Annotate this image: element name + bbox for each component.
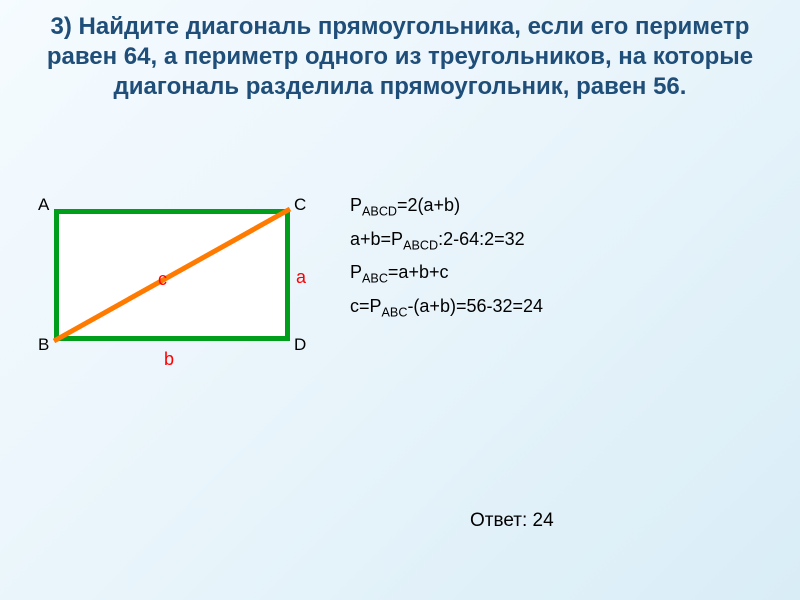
equations: PABCD=2(a+b) a+b=PABCD:2-64:2=32 PABC=a+… [350, 195, 760, 329]
slide: 3) Найдите диагональ прямоугольника, есл… [0, 0, 800, 600]
vertex-a: A [38, 195, 49, 215]
vertex-d: D [294, 335, 306, 355]
equation-2: a+b=PABCD:2-64:2=32 [350, 229, 760, 253]
vertex-b: B [38, 335, 49, 355]
vertex-c: C [294, 195, 306, 215]
answer-text: Ответ: 24 [470, 510, 554, 531]
diagonal-c-label: c [158, 269, 167, 290]
diagram: A B C D a b c [24, 185, 314, 385]
side-a-label: a [296, 267, 306, 288]
equation-1: PABCD=2(a+b) [350, 195, 760, 219]
equation-4: c=PABC-(a+b)=56-32=24 [350, 296, 760, 320]
problem-title: 3) Найдите диагональ прямоугольника, есл… [40, 12, 760, 102]
diagonal-line [54, 209, 290, 341]
problem-title-text: 3) Найдите диагональ прямоугольника, есл… [47, 13, 753, 100]
answer: Ответ: 24 [470, 510, 554, 532]
side-b-label: b [164, 349, 174, 370]
equation-3: PABC=a+b+c [350, 262, 760, 286]
